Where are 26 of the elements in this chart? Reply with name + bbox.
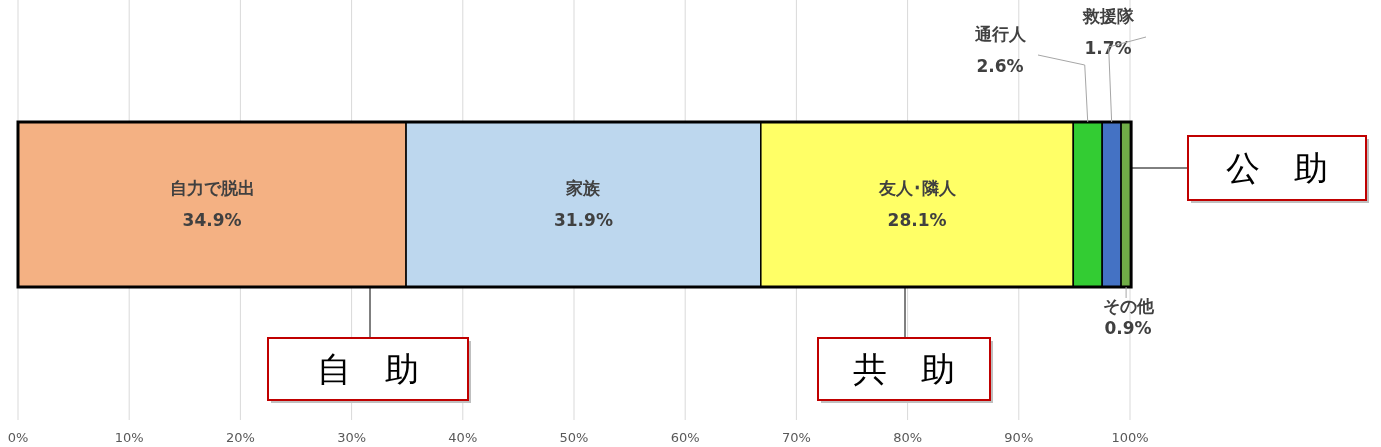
x-tick-label: 10% [114,430,144,445]
x-tick-label: 40% [448,430,478,445]
series-label: 友人･隣人 [877,178,957,198]
annotation: 共 助 [853,349,955,389]
series-label: 自力で脱出 [169,178,255,198]
data-label: 1.7% [1084,38,1132,58]
x-tick-label: 100% [1111,430,1149,445]
data-label: 34.9% [182,210,242,230]
text: 公 助 [1226,148,1328,188]
text: 通行人 [973,24,1027,44]
x-tick-label: 30% [337,430,367,445]
x-tick-label: 60% [670,430,700,445]
data-label: 31.9% [553,210,613,230]
x-tick-label: 90% [1004,430,1034,445]
data-label: 2.6% [976,56,1024,76]
data-label: 28.1% [887,210,947,230]
data-label: 0.9% [1104,318,1152,338]
x-tick-label: 80% [893,430,923,445]
series-label: 家族 [565,178,602,198]
text: 救援隊 [1081,6,1135,26]
x-tick-label: 70% [781,430,811,445]
series-label: その他 [1102,296,1155,316]
annotation: 自 助 [317,349,419,389]
x-tick-label: 20% [225,430,255,445]
x-tick-label: 50% [559,430,589,445]
x-tick-label: 0% [7,430,29,445]
